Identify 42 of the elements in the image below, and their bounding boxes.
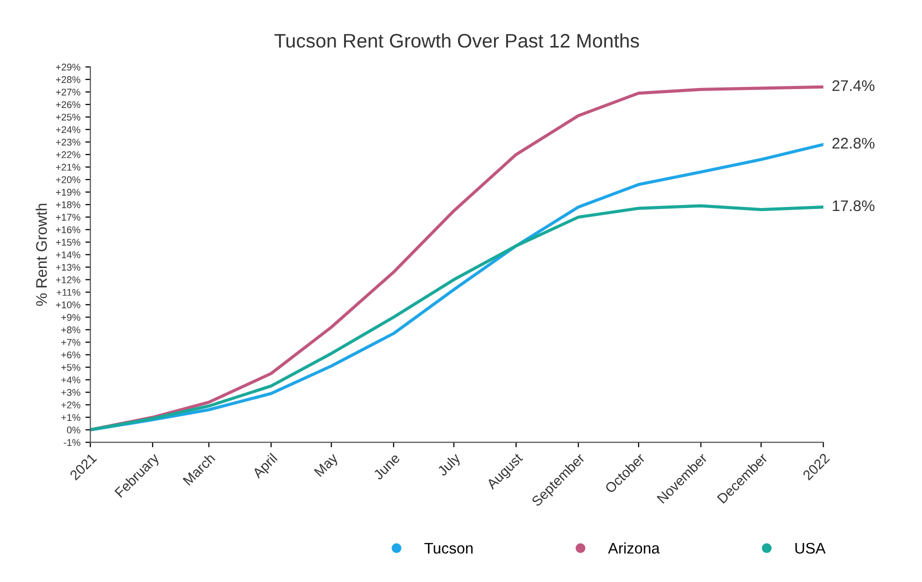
y-tick-label: 0% — [66, 426, 80, 434]
y-tick-label: +3% — [61, 389, 80, 396]
y-tick-label: +15% — [56, 238, 80, 246]
y-tick-label: +22% — [56, 151, 80, 158]
line-series — [90, 204, 824, 432]
y-tick-label: +23% — [56, 138, 80, 146]
annotation: 17.8% — [832, 200, 874, 212]
y-tick-label: -1% — [64, 439, 80, 446]
y-tick-label: +9% — [61, 314, 80, 321]
y-tick-label: +10% — [56, 301, 80, 308]
y-tick-label: +6% — [61, 351, 80, 358]
x-tick-label: May — [314, 452, 340, 479]
y-axis-title: % Rent Growth — [36, 204, 47, 306]
annotation: 27.4% — [832, 80, 874, 91]
y-tick-label: +16% — [56, 226, 80, 234]
y-tick-label: +18% — [56, 201, 80, 208]
y-tick-label: +2% — [61, 402, 80, 408]
y-tick-label: +4% — [61, 376, 80, 384]
chart-title: Tucson Rent Growth Over Past 12 Months — [274, 33, 639, 48]
y-tick-label: +28% — [56, 76, 80, 84]
y-tick-label: +27% — [56, 88, 80, 96]
x-tick-label: July — [436, 452, 463, 479]
annotation: 22.8% — [832, 138, 874, 149]
legend-label: Tucson — [424, 542, 473, 554]
y-tick-label: +8% — [61, 326, 80, 334]
y-tick-label: +12% — [56, 276, 80, 284]
y-tick-label: +19% — [56, 188, 80, 196]
y-tick-label: +20% — [56, 176, 80, 184]
y-tick-label: +24% — [56, 126, 80, 134]
y-tick-label: +7% — [61, 338, 80, 346]
legend-label: Arizona — [608, 542, 660, 554]
y-tick-label: +11% — [56, 288, 80, 296]
y-tick-label: +14% — [56, 251, 80, 258]
y-tick-label: +17% — [56, 214, 80, 221]
y-tick-label: +29% — [56, 64, 80, 71]
y-tick-label: +26% — [56, 101, 80, 108]
y-tick-label: +21% — [56, 164, 80, 171]
y-tick-label: +1% — [61, 414, 80, 421]
y-tick-label: +13% — [56, 264, 80, 271]
y-tick-label: +5% — [61, 364, 80, 371]
y-tick-label: +25% — [56, 114, 80, 121]
legend-label: USA — [795, 542, 826, 554]
